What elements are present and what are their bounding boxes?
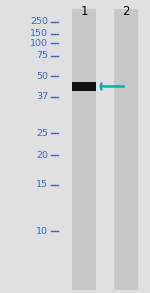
Text: 1: 1 [80,5,88,18]
Text: 150: 150 [30,29,48,38]
Text: 2: 2 [122,5,130,18]
Text: 20: 20 [36,151,48,160]
Text: 37: 37 [36,92,48,101]
Text: 100: 100 [30,39,48,48]
Bar [114,9,138,290]
Text: 250: 250 [30,18,48,26]
Text: 50: 50 [36,72,48,81]
Bar [72,82,96,91]
Text: 15: 15 [36,180,48,189]
Text: 25: 25 [36,129,48,138]
Text: 75: 75 [36,51,48,60]
Bar [72,9,96,290]
Text: 10: 10 [36,227,48,236]
